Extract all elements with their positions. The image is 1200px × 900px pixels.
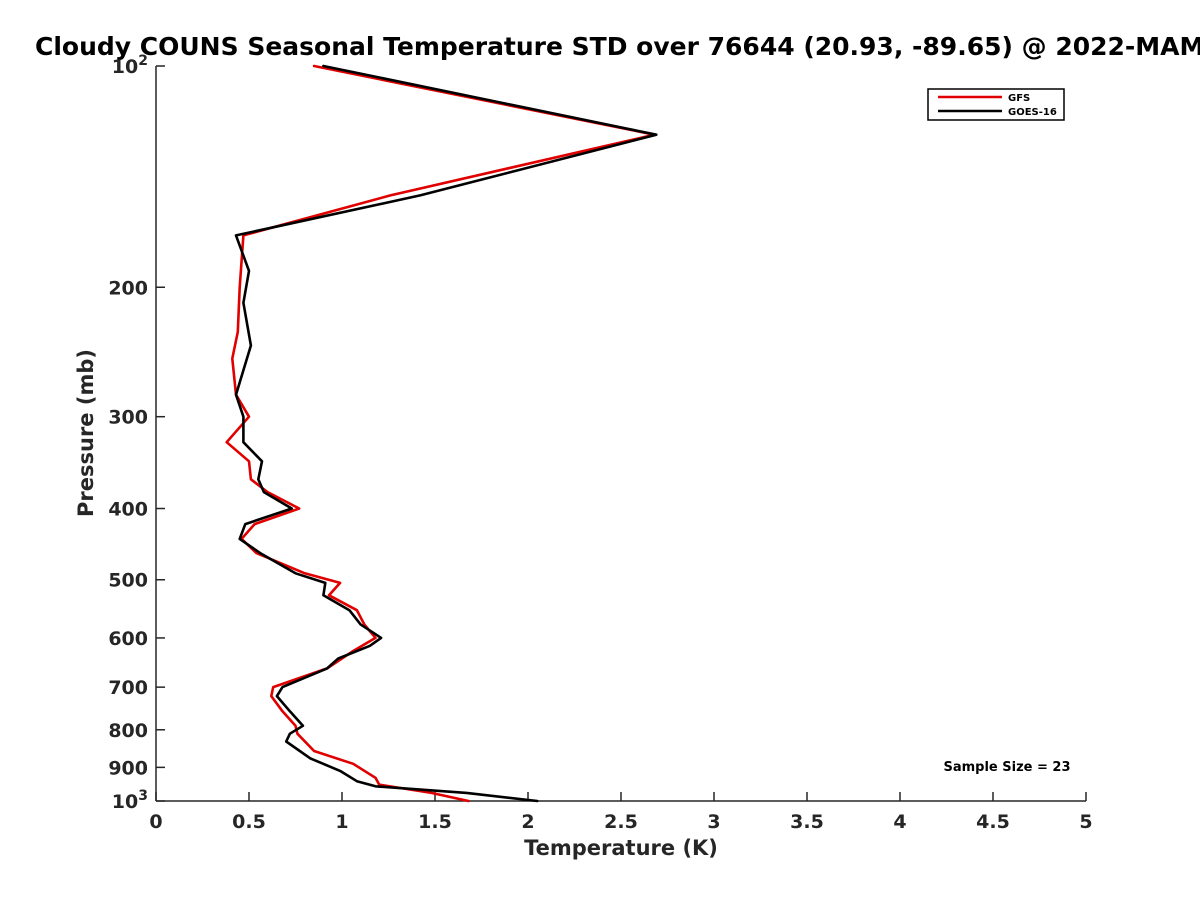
x-tick-label: 5 <box>1079 811 1092 833</box>
legend: GFS GOES-16 <box>927 88 1065 121</box>
x-axis-label: Temperature (K) <box>524 836 718 860</box>
y-tick-label: 700 <box>108 677 148 699</box>
x-tick-label: 3.5 <box>790 811 824 833</box>
legend-box <box>927 88 1065 121</box>
x-tick-label: 0.5 <box>232 811 266 833</box>
series-line-goes16 <box>234 64 658 803</box>
y-axis-label: Pressure (mb) <box>74 349 98 517</box>
x-tick-label: 2.5 <box>604 811 638 833</box>
legend-label-goes16: GOES-16 <box>1008 107 1057 118</box>
y-tick-label: 400 <box>108 499 148 521</box>
y-tick-label: 500 <box>108 570 148 592</box>
x-tick-label: 0 <box>149 811 162 833</box>
y-tick-label: 102 <box>112 53 148 78</box>
y-tick-label: 900 <box>108 757 148 779</box>
x-tick-label: 4 <box>893 811 906 833</box>
y-tick-label: 800 <box>108 720 148 742</box>
series-line-gfs <box>225 64 656 803</box>
chart-title: Cloudy COUNS Seasonal Temperature STD ov… <box>35 32 1200 61</box>
x-tick-label: 2 <box>521 811 534 833</box>
x-tick-label: 1 <box>335 811 348 833</box>
y-tick-label: 103 <box>112 788 148 813</box>
x-tick-label: 1.5 <box>418 811 452 833</box>
sample-size-annotation: Sample Size = 23 <box>943 760 1070 775</box>
y-tick-label: 600 <box>108 628 148 650</box>
x-axis-ticks: 0 0.5 1 1.5 2 2.5 3 3.5 4 4.5 5 <box>149 792 1093 833</box>
y-axis-ticks: 102 200 300 400 500 600 700 800 900 103 <box>108 53 165 813</box>
y-tick-label: 300 <box>108 407 148 429</box>
series-layer <box>225 64 658 803</box>
legend-label-gfs: GFS <box>1008 93 1030 104</box>
y-tick-label: 200 <box>108 277 148 299</box>
x-tick-label: 4.5 <box>976 811 1010 833</box>
x-tick-label: 3 <box>707 811 720 833</box>
